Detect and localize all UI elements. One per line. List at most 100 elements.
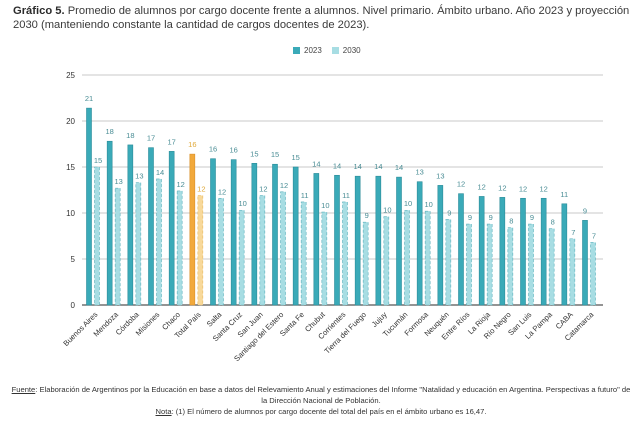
legend-swatch-2023 [293,47,300,54]
bar-2023 [520,197,526,306]
legend-label-2023: 2023 [304,46,322,55]
data-label-2030: 13 [114,177,122,186]
data-label-2030: 9 [468,213,472,222]
bar-2030 [176,190,183,306]
data-label-2030: 10 [404,199,412,208]
data-label-2023: 17 [147,134,155,143]
bar-2030 [156,178,162,306]
bar-2023 [127,144,134,306]
bar-2030 [548,228,555,306]
y-tick-label: 0 [71,301,76,310]
bar-2023 [582,220,588,306]
bar-2030 [404,209,410,306]
bar-2023 [561,203,568,306]
bar-2030 [218,197,224,306]
bar-2030 [362,221,369,306]
bar-2023 [189,153,196,306]
legend-item-2023: 2023 [293,46,322,55]
bar-2030 [259,195,266,306]
bar-2030 [238,209,245,306]
note-label: Nota [155,407,172,416]
y-tick-label: 15 [66,163,75,172]
bar-2023 [354,175,361,306]
bar-2023 [540,197,547,306]
source-note: Fuente: Elaboración de Argentinos por la… [10,384,632,406]
data-label-2023: 9 [583,206,587,215]
bar-2030 [507,227,514,306]
data-label-2023: 16 [229,146,237,155]
data-label-2030: 9 [365,211,369,220]
data-label-2023: 14 [395,163,403,172]
data-label-2030: 9 [447,208,451,217]
bar-2030 [466,223,472,306]
bar-2030 [486,223,493,306]
y-tick-label: 20 [66,117,75,126]
legend-swatch-2030 [331,47,339,54]
data-label-2023: 12 [457,180,465,189]
data-label-2023: 17 [167,137,175,146]
legend-label-2030: 2030 [342,46,361,55]
bar-2023 [313,173,320,306]
data-label-2030: 8 [551,218,555,227]
bar-2030 [342,201,348,306]
data-label-2023: 18 [126,131,134,140]
data-label-2023: 12 [539,184,547,193]
data-label-2030: 9 [489,213,493,222]
data-label-2030: 12 [176,180,184,189]
bar-2030 [197,195,204,306]
data-label-2030: 10 [238,199,246,208]
bar-2030 [569,238,576,306]
data-label-2030: 12 [197,185,205,194]
bar-2030 [383,216,390,306]
bar-2030 [590,242,596,306]
bar-2023 [292,166,299,306]
data-label-2030: 11 [301,191,309,200]
bar-2030 [300,201,307,306]
data-label-2023: 14 [333,161,341,170]
data-label-2030: 7 [571,228,575,237]
data-label-2030: 13 [135,172,143,181]
bar-2030 [280,191,286,306]
chart-title-prefix: Gráfico 5. [13,5,65,17]
bar-2023 [458,193,464,306]
bar-2023 [106,140,113,306]
legend: 2023 2030 [293,46,371,55]
bar-2023 [230,159,237,306]
data-label-2023: 14 [312,159,320,168]
data-label-2023: 16 [209,145,217,154]
bar-2023 [499,197,506,306]
y-tick-label: 5 [71,255,76,264]
note: Nota: (1) El número de alumnos por cargo… [10,406,632,417]
bar-2023 [396,176,402,306]
data-label-2023: 18 [105,127,113,136]
data-label-2030: 8 [509,217,513,226]
y-tick-label: 25 [66,71,75,80]
bar-2030 [528,223,534,306]
chart-footer: Fuente: Elaboración de Argentinos por la… [10,384,632,417]
data-label-2023: 11 [560,190,568,199]
bar-2030 [445,219,452,306]
data-label-2030: 15 [94,156,102,165]
data-label-2023: 15 [291,153,299,162]
bar-2023 [334,174,340,306]
data-label-2023: 14 [374,162,382,171]
data-label-2030: 7 [592,231,596,240]
bar-2023 [478,196,485,306]
note-text: : (1) El número de alumnos por cargo doc… [171,407,487,416]
bar-2030 [135,182,142,306]
data-label-2030: 12 [218,187,226,196]
data-label-2023: 16 [188,140,196,149]
data-label-2030: 9 [530,213,534,222]
data-label-2023: 13 [436,171,444,180]
bar-2023 [210,158,216,306]
data-label-2030: 10 [383,206,391,215]
chart-title: Gráfico 5. Promedio de alumnos por cargo… [13,4,633,32]
data-label-2023: 15 [250,149,258,158]
data-label-2023: 13 [415,168,423,177]
source-label: Fuente [11,385,36,394]
data-label-2030: 12 [280,181,288,190]
bar-2030 [114,187,121,306]
data-label-2023: 14 [353,162,361,171]
bar-2023 [272,163,278,306]
